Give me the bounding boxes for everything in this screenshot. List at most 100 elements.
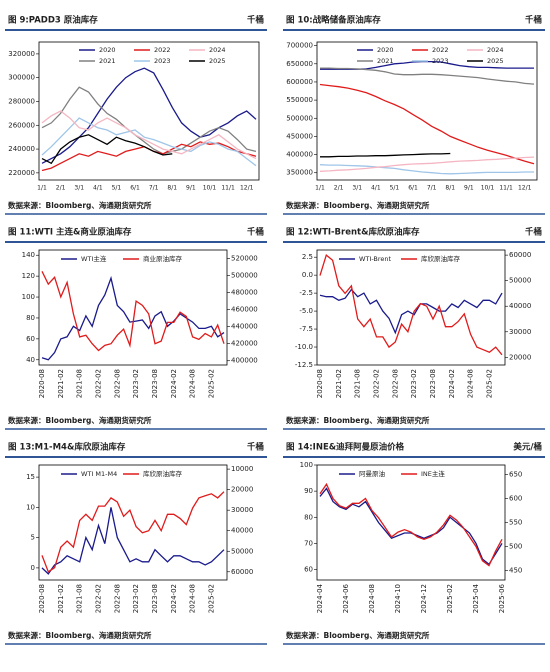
legend-label: 2020 — [377, 46, 394, 54]
x-tick-label: 2025-04 — [472, 583, 480, 613]
x-tick-label: 2025-02 — [485, 369, 493, 398]
x-tick-label: 1/1 — [315, 185, 325, 192]
y2-tick-label: 30000 — [509, 328, 531, 336]
series-line — [41, 134, 173, 165]
x-tick-label: 2/1 — [56, 185, 66, 192]
x-tick-label: 2022-08 — [391, 369, 399, 398]
legend-label: 2022 — [154, 46, 171, 54]
x-tick-label: 2021-08 — [354, 369, 362, 398]
x-tick-label: 2022-02 — [372, 369, 380, 398]
panel-unit: 千桶 — [247, 442, 264, 453]
x-tick-label: 2023-02 — [132, 584, 140, 613]
source-note: 数据来源：Bloomberg、海通期货研究所 — [286, 630, 430, 640]
x-tick-label: 2021-02 — [57, 584, 65, 613]
y2-tick-label: 460000 — [231, 306, 258, 314]
plot-frame — [316, 41, 538, 181]
x-tick-label: 8/1 — [167, 185, 177, 192]
legend-label: 2024 — [209, 46, 226, 54]
y-tick-label: -5.0 — [299, 307, 313, 315]
x-tick-label: 2024-04 — [316, 583, 324, 613]
y-tick-label: 550000 — [286, 96, 313, 104]
x-tick-label: 2021-08 — [76, 584, 84, 613]
legend-label: 2024 — [487, 46, 504, 54]
x-tick-label: 2024-02 — [448, 369, 456, 398]
y-tick-label: 280000 — [8, 97, 35, 105]
x-tick-label: 2022-08 — [113, 369, 121, 398]
x-tick-label: 2024-10 — [394, 584, 402, 613]
x-tick-label: 2024-06 — [342, 583, 350, 613]
panel-title: 图 10:战略储备原油库存 — [286, 15, 381, 26]
legend-label: WTI-Brent — [359, 255, 392, 263]
panel-title: 图 14:INE&迪拜阿曼原油价格 — [286, 442, 405, 453]
panel-title: 图 11:WTI 主连&商业原油库存 — [8, 227, 132, 238]
x-tick-label: 2023-08 — [429, 369, 437, 398]
y-tick-label: 300000 — [8, 74, 35, 82]
y2-tick-label: 40000 — [509, 302, 531, 310]
y-tick-label: 60 — [26, 335, 35, 343]
legend-label: 2021 — [377, 57, 394, 65]
legend-label: 2025 — [487, 57, 504, 65]
x-tick-label: 2025-02 — [207, 369, 215, 398]
x-tick-label: 9/1 — [464, 185, 474, 192]
y-tick-label: 600000 — [286, 78, 313, 86]
y-tick-label: 10 — [26, 503, 35, 511]
y2-tick-label: 60000 — [509, 251, 531, 259]
x-tick-label: 10/1 — [203, 185, 217, 192]
y-tick-label: 650000 — [286, 60, 313, 68]
y-tick-label: 220000 — [8, 169, 35, 177]
y-tick-label: -10.0 — [295, 343, 313, 351]
series-line — [319, 164, 534, 175]
y-tick-label: 80 — [304, 513, 313, 521]
y-tick-label: 60 — [304, 566, 313, 574]
legend-label: INE主连 — [421, 469, 445, 478]
x-tick-label: 12/1 — [240, 185, 254, 192]
x-tick-label: 12/1 — [518, 185, 532, 192]
x-tick-label: 2025-02 — [446, 584, 454, 613]
y2-tick-label: 10000 — [231, 465, 253, 473]
x-tick-label: 2025-02 — [207, 584, 215, 613]
y-tick-label: 100 — [300, 461, 313, 469]
x-tick-label: 2020-08 — [316, 369, 324, 398]
x-tick-label: 11/1 — [221, 185, 235, 192]
x-tick-label: 2024-12 — [420, 584, 428, 613]
series-line — [319, 253, 503, 356]
y2-tick-label: 420000 — [231, 340, 258, 348]
x-tick-label: 2022-08 — [113, 584, 121, 613]
x-tick-label: 2023-08 — [151, 369, 159, 398]
y2-tick-label: 40000 — [231, 527, 253, 535]
plot-frame — [38, 464, 228, 581]
legend-label: 库欣原油库存 — [143, 469, 183, 478]
x-tick-label: 4/1 — [371, 185, 381, 192]
legend-label: 2022 — [432, 46, 449, 54]
y2-tick-label: 440000 — [231, 323, 258, 331]
source-note: 数据来源：Bloomberg、海通期货研究所 — [8, 630, 152, 640]
y2-tick-label: 20000 — [231, 486, 253, 494]
x-tick-label: 2024-08 — [467, 369, 475, 398]
panel-title: 图 13:M1-M4&库欣原油库存 — [8, 442, 126, 453]
series-line — [320, 67, 535, 85]
y-tick-label: 260000 — [8, 121, 35, 129]
y-tick-label: 90 — [304, 487, 313, 495]
x-tick-label: 2/1 — [334, 185, 344, 192]
plot-frame — [38, 249, 228, 366]
x-tick-label: 2024-02 — [170, 369, 178, 398]
legend-label: WTI M1-M4 — [81, 470, 117, 478]
series-line — [41, 110, 257, 160]
x-tick-label: 2021-02 — [335, 369, 343, 398]
y-tick-label: 70 — [304, 539, 313, 547]
x-tick-label: 7/1 — [149, 185, 159, 192]
legend-label: WTI主连 — [81, 254, 107, 263]
y2-tick-label: 500 — [509, 542, 522, 550]
panel-unit: 千桶 — [525, 227, 542, 238]
legend-label: 库欣原油库存 — [421, 254, 461, 263]
x-tick-label: 7/1 — [427, 185, 437, 192]
x-tick-label: 5/1 — [390, 185, 400, 192]
x-tick-label: 2023-08 — [151, 584, 159, 613]
x-tick-label: 2024-02 — [170, 584, 178, 613]
x-tick-label: 2021-08 — [76, 369, 84, 398]
y2-tick-label: 50000 — [509, 277, 531, 285]
legend-label: 2021 — [99, 57, 116, 65]
series-line — [41, 117, 257, 167]
legend-label: 阿曼原油 — [359, 469, 385, 478]
